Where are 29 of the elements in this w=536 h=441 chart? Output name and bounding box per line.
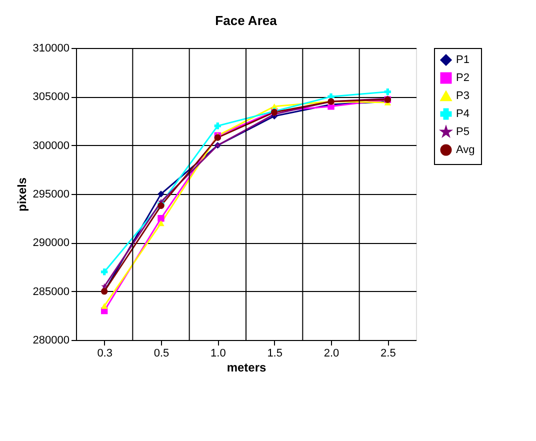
x-tick-label: 1.5 bbox=[267, 348, 282, 360]
y-tick-label: 305000 bbox=[32, 91, 70, 104]
y-tick-label: 290000 bbox=[32, 237, 70, 250]
y-tick-label: 300000 bbox=[32, 140, 70, 152]
x-tick-label: 1.0 bbox=[210, 348, 226, 360]
point bbox=[100, 303, 108, 309]
point bbox=[158, 220, 164, 226]
y-tick-label: 295000 bbox=[32, 188, 70, 200]
x-tick-label: 2.0 bbox=[324, 348, 340, 360]
y-axis-title: pixels bbox=[14, 177, 29, 212]
point bbox=[158, 190, 164, 198]
y-tick-label: 280000 bbox=[32, 334, 70, 346]
x-tick-label: 0.3 bbox=[97, 348, 112, 360]
legend-label: P3 bbox=[456, 90, 470, 102]
point bbox=[158, 214, 164, 222]
legend-label: Avg bbox=[456, 144, 475, 156]
point bbox=[384, 88, 392, 96]
x-tick-label: 0.5 bbox=[154, 348, 170, 360]
chart-title: Face Area bbox=[215, 13, 278, 28]
point bbox=[214, 122, 222, 130]
legend-label: P5 bbox=[456, 126, 470, 138]
legend-label: P2 bbox=[456, 72, 470, 84]
y-tick-label: 310000 bbox=[32, 42, 70, 54]
legend-label: P1 bbox=[456, 54, 470, 66]
x-tick-label: 2.5 bbox=[380, 348, 396, 360]
x-axis-title: meters bbox=[226, 360, 267, 374]
legend-label: P4 bbox=[456, 108, 470, 120]
point bbox=[100, 268, 108, 276]
y-tick-label: 285000 bbox=[32, 286, 70, 298]
